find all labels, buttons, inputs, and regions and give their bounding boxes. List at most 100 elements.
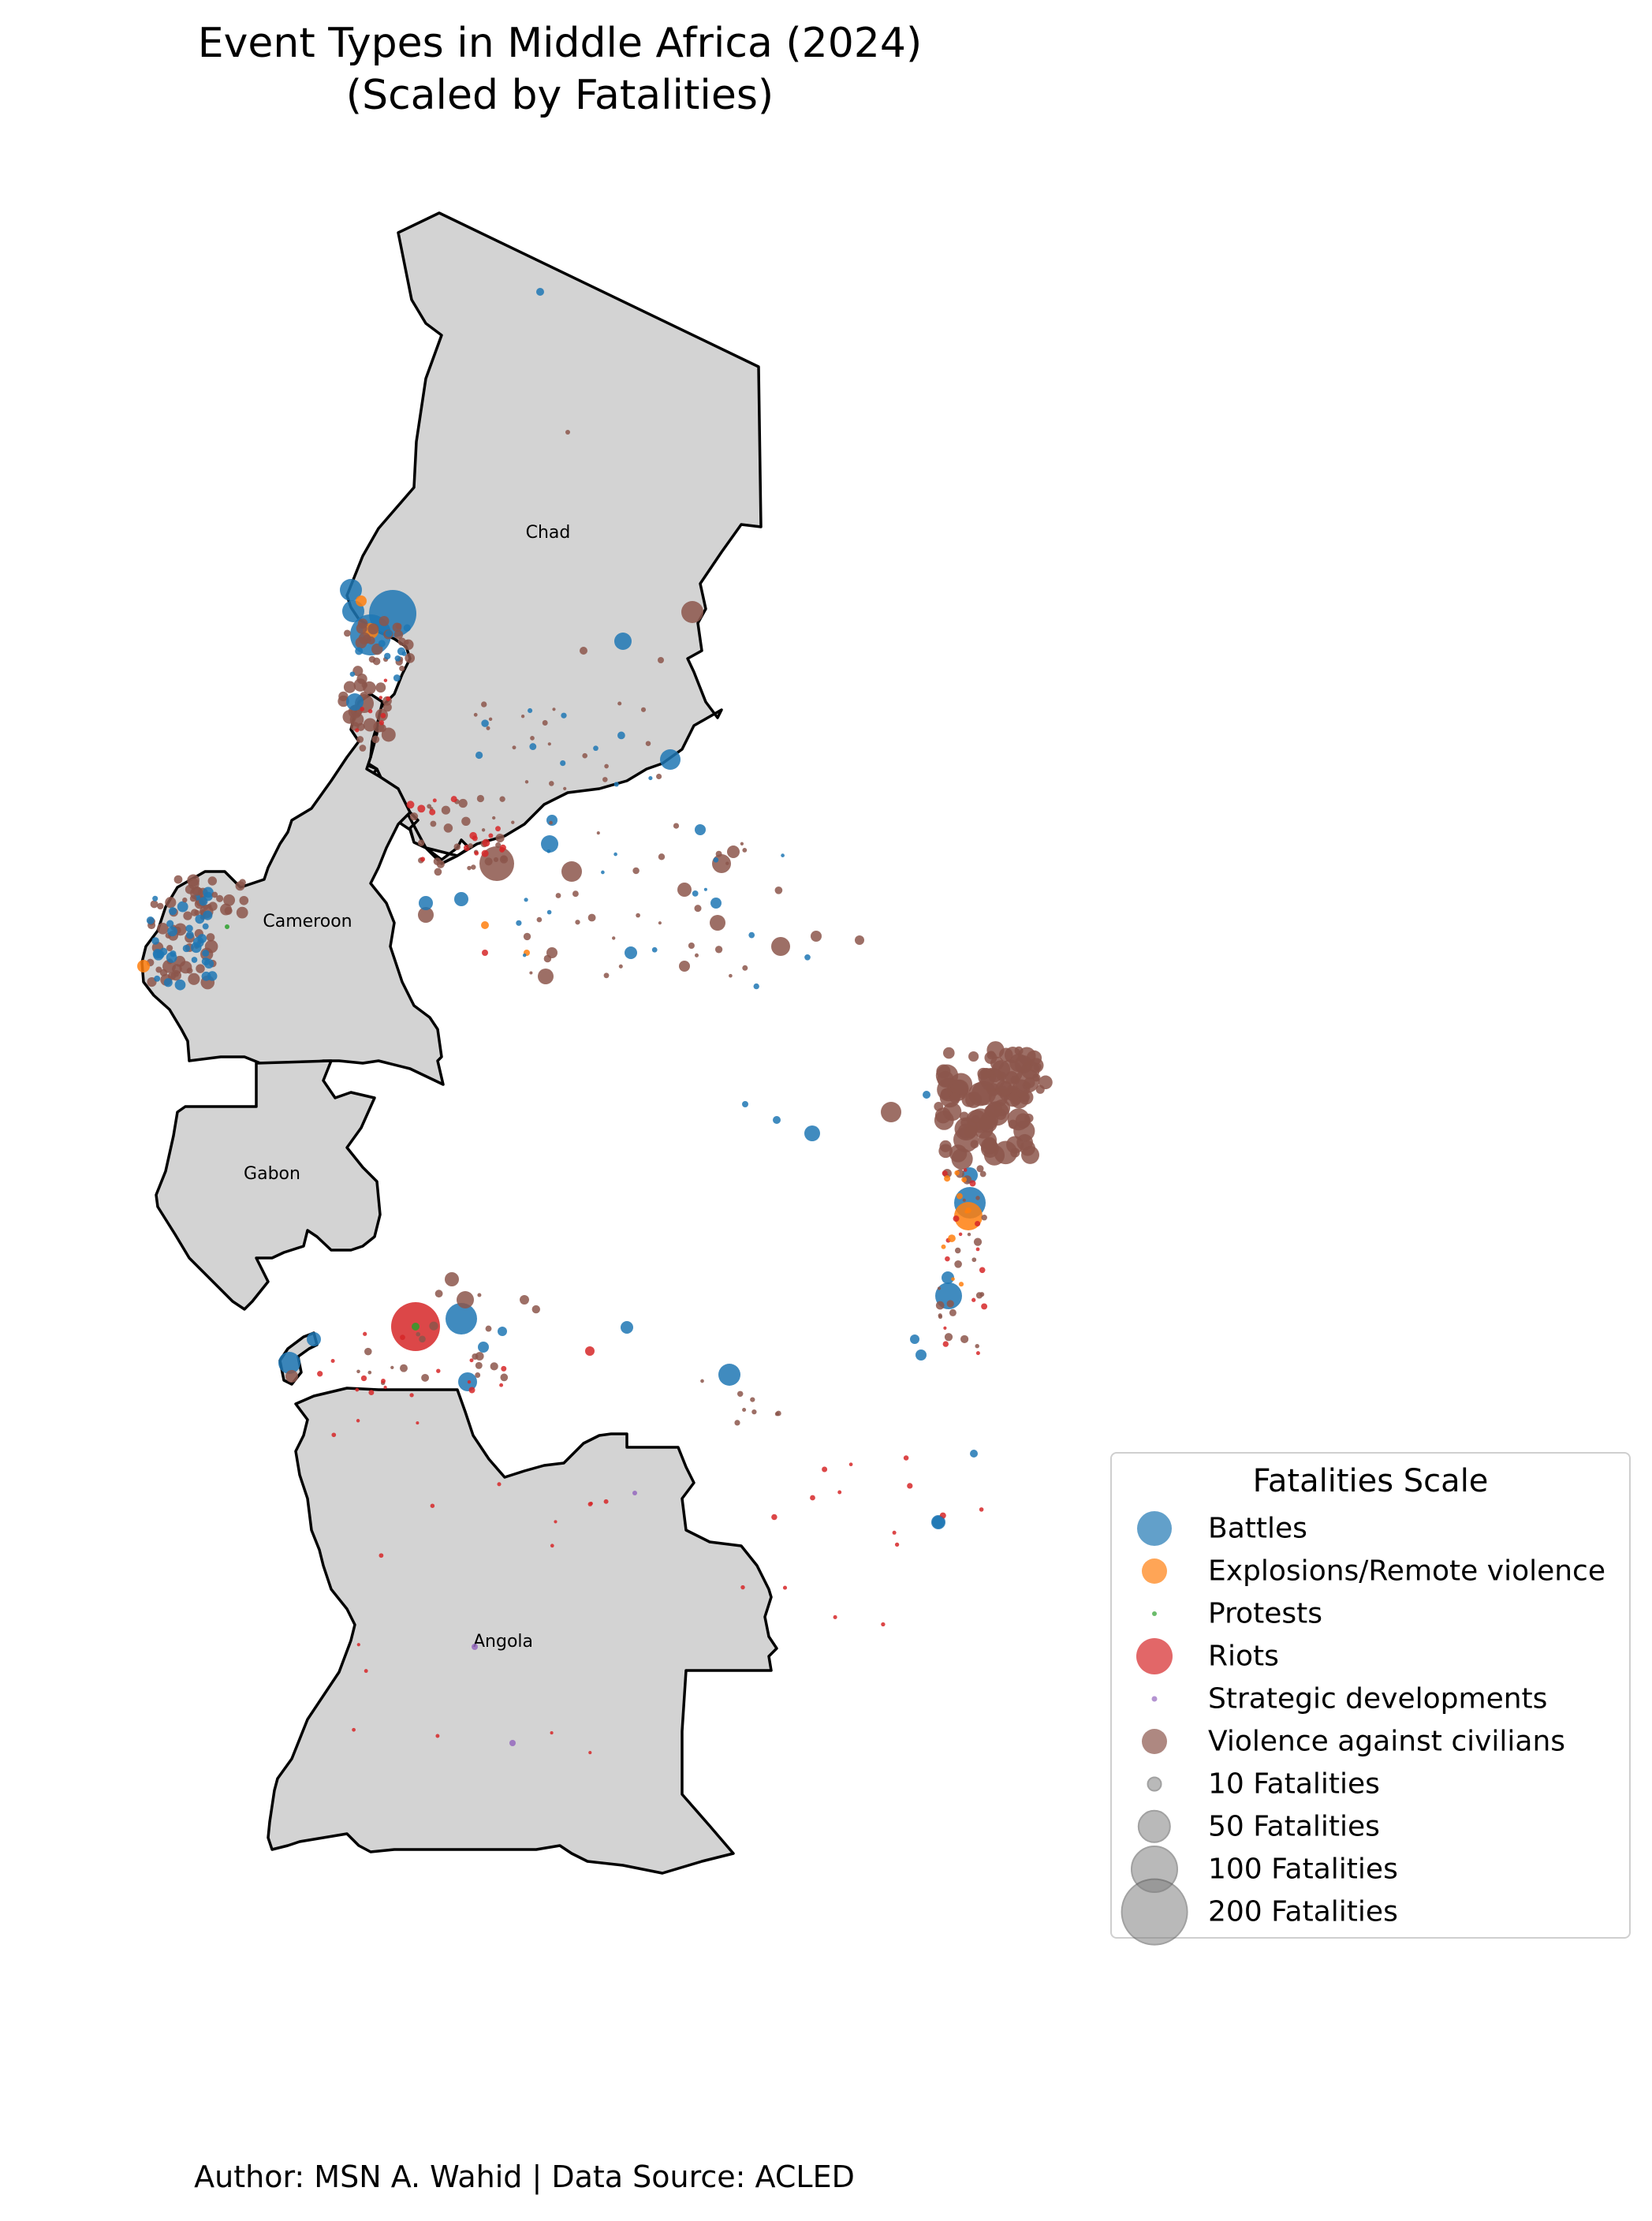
event-marker-civilians <box>714 946 723 954</box>
event-marker-riots <box>771 1514 778 1521</box>
event-marker-civilians <box>632 867 640 875</box>
event-marker-civilians <box>368 655 376 663</box>
event-marker-civilians <box>1020 1140 1035 1156</box>
event-marker-civilians <box>881 1102 901 1122</box>
event-marker-civilians <box>436 860 445 868</box>
event-marker-civilians <box>355 636 367 649</box>
event-marker-civilians <box>940 1088 953 1100</box>
event-marker-civilians <box>481 701 487 707</box>
event-marker-civilians <box>216 894 224 902</box>
legend-size-50: 50 Fatalities <box>1112 1805 1629 1848</box>
legend-label-civilians: Violence against civilians <box>1208 1725 1566 1758</box>
event-marker-civilians <box>727 845 740 858</box>
event-marker-civilians <box>688 942 695 950</box>
event-marker-battles <box>154 975 161 982</box>
event-marker-riots <box>368 1390 375 1396</box>
event-marker-riots <box>436 1368 441 1373</box>
event-marker-civilians <box>390 1365 394 1370</box>
event-marker-battles <box>346 693 364 711</box>
event-marker-riots <box>501 1365 507 1372</box>
event-marker-civilians <box>481 828 486 832</box>
event-marker-civilians <box>500 1373 509 1382</box>
legend-marker-riots <box>1136 1638 1173 1674</box>
event-marker-riots <box>383 678 388 682</box>
event-marker-civilians <box>1010 1075 1020 1084</box>
event-marker-civilians <box>587 913 596 922</box>
event-marker-civilians <box>488 717 493 722</box>
event-marker-battles <box>340 579 362 601</box>
event-marker-civilians <box>937 1286 942 1290</box>
event-marker-civilians <box>475 1361 483 1369</box>
event-marker-battles <box>614 633 632 650</box>
event-marker-civilians <box>999 1047 1013 1062</box>
event-marker-civilians <box>751 1409 757 1415</box>
event-marker-battles <box>307 1332 321 1346</box>
legend-item-battles: Battles <box>1112 1507 1629 1550</box>
event-marker-civilians <box>734 1420 740 1426</box>
event-marker-civilians <box>343 681 356 693</box>
event-marker-civilians <box>542 720 548 726</box>
event-marker-civilians <box>1024 1077 1035 1088</box>
event-marker-civilians <box>549 820 553 825</box>
event-marker-riots <box>589 1502 593 1506</box>
event-marker-riots <box>406 801 415 809</box>
event-marker-civilians <box>499 855 509 864</box>
event-marker-battles <box>166 920 174 928</box>
event-marker-riots <box>356 1419 360 1423</box>
event-marker-riots <box>386 696 391 701</box>
event-marker-battles <box>524 898 528 902</box>
event-marker-riots <box>894 1542 900 1547</box>
event-marker-protests <box>225 924 229 929</box>
event-marker-riots <box>975 1351 980 1356</box>
event-marker-civilians <box>968 1108 993 1133</box>
event-marker-civilians <box>520 1295 529 1305</box>
event-marker-civilians <box>467 865 472 871</box>
event-marker-civilians <box>1039 1075 1053 1090</box>
event-marker-riots <box>782 1585 788 1590</box>
event-marker-battles <box>185 924 193 932</box>
event-marker-riots <box>740 1585 745 1590</box>
event-marker-civilians <box>1006 1136 1024 1154</box>
event-marker-strategic <box>632 1491 637 1495</box>
event-marker-civilians <box>399 665 405 672</box>
event-marker-explosions <box>137 960 150 972</box>
event-marker-civilians <box>375 682 386 693</box>
event-marker-civilians <box>364 1347 372 1356</box>
event-marker-riots <box>355 1387 360 1392</box>
event-marker-riots <box>554 1520 558 1524</box>
event-marker-riots <box>981 1303 988 1310</box>
event-marker-civilians <box>189 894 197 902</box>
event-marker-battles <box>349 671 356 677</box>
event-marker-civilians <box>771 937 790 956</box>
event-marker-civilians <box>960 1334 969 1343</box>
legend-size-200: 200 Fatalities <box>1112 1878 1629 1946</box>
event-marker-civilians <box>547 742 551 746</box>
event-marker-civilians <box>400 1364 408 1372</box>
map-title-line2: (Scaled by Fatalities) <box>345 72 774 119</box>
event-marker-battles <box>695 824 706 835</box>
event-marker-civilians <box>405 653 416 663</box>
event-marker-civilians <box>975 1196 980 1200</box>
event-marker-battles <box>168 907 177 916</box>
event-marker-civilians <box>935 1301 945 1310</box>
event-marker-battles <box>393 674 401 682</box>
event-marker-riots <box>383 1385 387 1390</box>
event-marker-battles <box>159 947 168 956</box>
legend-item-riots: Riots <box>1112 1635 1629 1678</box>
event-marker-civilians <box>694 953 699 957</box>
event-marker-explosions <box>481 921 489 929</box>
country-gabon <box>155 1059 382 1311</box>
event-marker-civilians <box>971 1081 997 1106</box>
event-marker-civilians <box>987 1068 1002 1083</box>
event-marker-civilians <box>173 875 183 884</box>
event-marker-civilians <box>658 657 664 663</box>
event-marker-battles <box>703 887 707 891</box>
event-marker-riots <box>963 1168 968 1172</box>
event-marker-civilians <box>602 777 608 782</box>
event-marker-civilians <box>1032 1073 1041 1082</box>
event-marker-explosions <box>951 1277 955 1282</box>
event-marker-civilians <box>492 816 496 820</box>
event-marker-riots <box>482 950 488 956</box>
event-marker-battles <box>195 914 205 924</box>
